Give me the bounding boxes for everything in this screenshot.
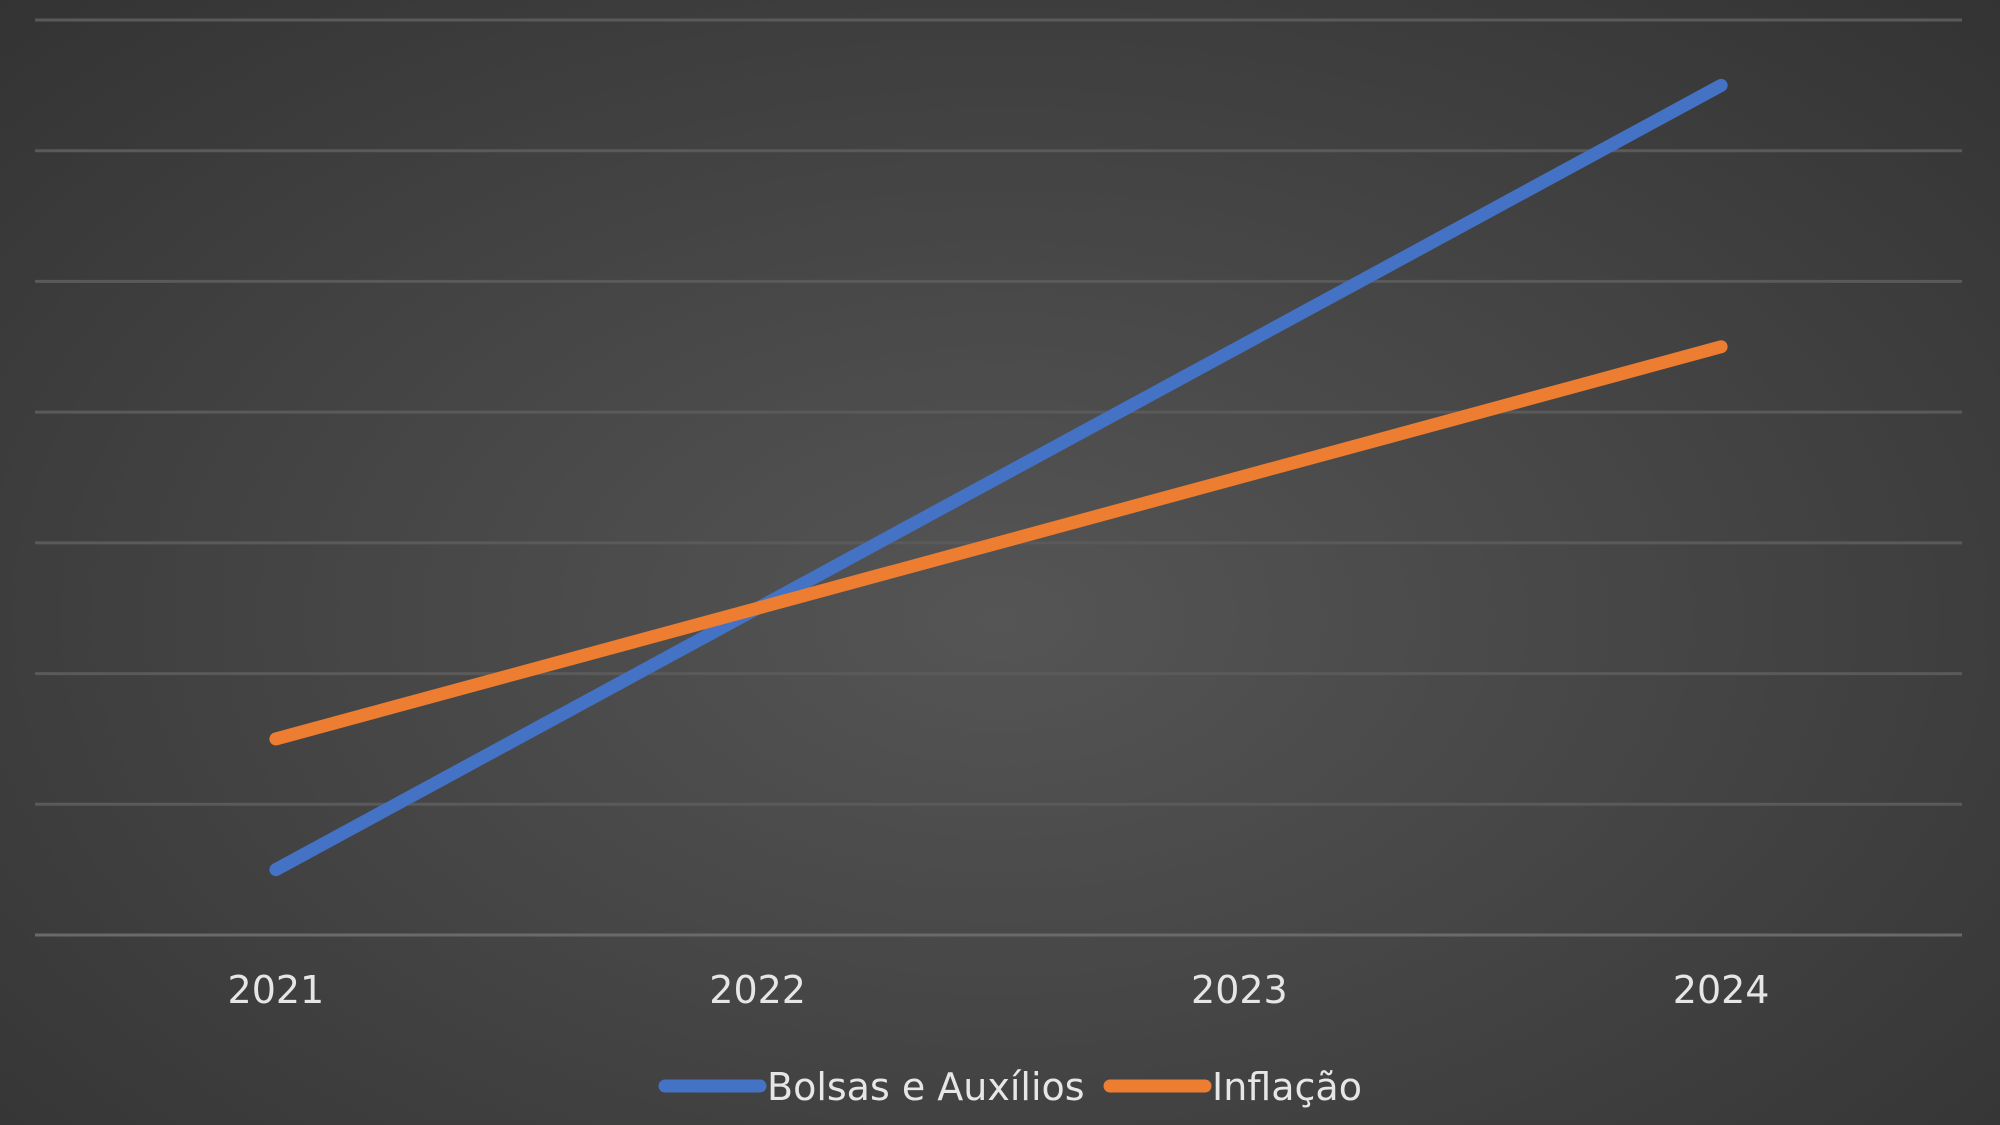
series-line-bolsas-e-auxilios [269,78,1728,877]
x-axis-ticks: 2021 2022 2023 2024 [228,968,1770,1012]
series-lines [269,78,1728,877]
x-tick-label: 2023 [1191,968,1288,1012]
series-line-inflacao [269,340,1728,746]
x-tick-label: 2022 [709,968,806,1012]
x-tick-label: 2021 [228,968,325,1012]
legend: Bolsas e Auxílios Inflação [658,1065,1362,1109]
x-tick-label: 2024 [1673,968,1770,1012]
legend-label: Inflação [1212,1065,1362,1109]
legend-label: Bolsas e Auxílios [767,1065,1085,1109]
gridlines [35,18,1962,937]
